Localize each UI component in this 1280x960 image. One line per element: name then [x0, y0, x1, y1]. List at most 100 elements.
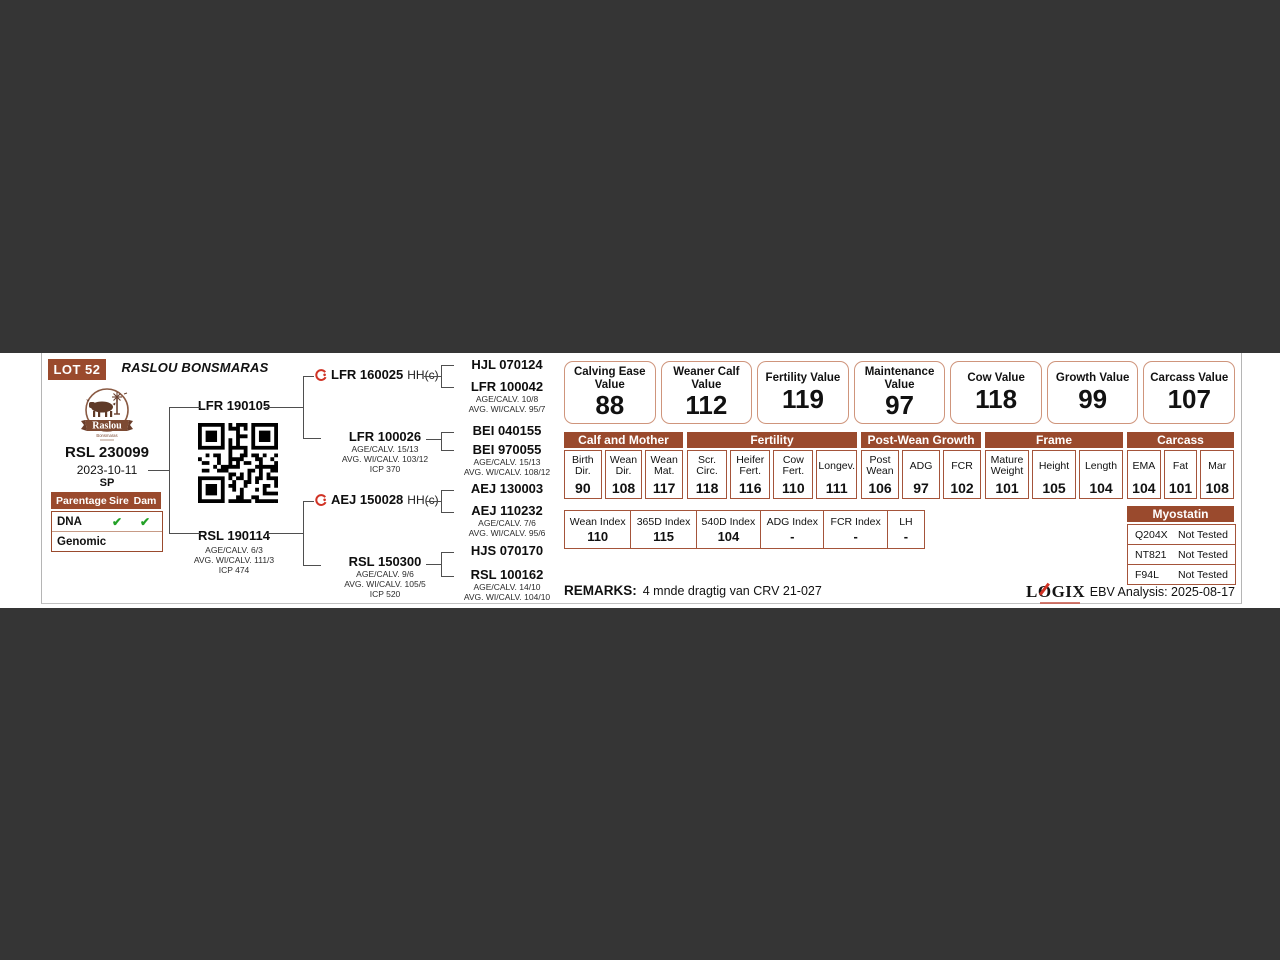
- breeding-value-row: Calving Ease Value 88 Weaner Calf Value …: [564, 361, 1236, 424]
- ebv-cell: Cow Fert. 110: [773, 450, 814, 499]
- parentage-row-genomic: Genomic: [52, 531, 162, 551]
- windmill-icon: [112, 392, 128, 402]
- ebv-cell: Height 105: [1032, 450, 1076, 499]
- myostatin-header: Myostatin: [1127, 506, 1234, 522]
- ebv-cell: Fat 101: [1163, 450, 1198, 499]
- value-box-calving-ease: Calving Ease Value 88: [564, 361, 656, 424]
- pedigree-node-gen2-0: LFR 160025 HH(c): [314, 368, 439, 382]
- pedigree-line: [441, 512, 454, 513]
- value-box-weaner-calf: Weaner Calf Value 112: [660, 361, 753, 424]
- pedigree-line: [265, 407, 303, 408]
- myostatin-row: F94L Not Tested: [1128, 564, 1235, 584]
- pedigree-line: [426, 439, 441, 440]
- pedigree-line: [303, 501, 314, 502]
- index-table: Wean Index 110 365D Index 115 540D Index 10…: [564, 510, 925, 549]
- parentage-header: Parentage Sire Dam: [51, 492, 161, 509]
- pedigree-line: [441, 552, 442, 576]
- dam-stat: AGE/CALV. 6/3: [205, 545, 263, 555]
- lot-number-badge: LOT 52: [48, 359, 106, 380]
- remarks-text: 4 mnde dragtig van CRV 21-027: [642, 584, 822, 598]
- ebv-group-carcass: Carcass EMA 104 Fat 101 Mar 108: [1127, 432, 1235, 499]
- remarks: REMARKS: 4 mnde dragtig van CRV 21-027: [564, 583, 822, 598]
- pedigree-line: [169, 407, 170, 534]
- pedigree-node-gen3-7: RSL 100162 AGE/CALV. 14/10 AVG. WI/CALV.…: [463, 567, 551, 603]
- pedigree-node-gen3-2: BEI 040155: [472, 423, 542, 438]
- parentage-header-label: Parentage: [56, 494, 107, 507]
- pedigree-line: [265, 533, 303, 534]
- parentage-row-label: DNA: [57, 515, 82, 528]
- lot-card: LOT 52 RASLOU BONSMARAS: [41, 353, 1242, 604]
- ebv-cell: Mar 108: [1200, 450, 1235, 499]
- pedigree-line: [441, 387, 454, 388]
- ebv-cell: FCR 102: [943, 450, 981, 499]
- parentage-row-label: Genomic: [57, 535, 107, 548]
- parentage-header-dam: Dam: [133, 494, 157, 507]
- dam-stat: AVG. WI/CALV. 111/3: [193, 555, 275, 565]
- check-icon: ✔: [139, 514, 151, 529]
- index-col: 365D Index 115: [630, 511, 695, 548]
- animal-code: SP: [99, 477, 115, 489]
- pedigree-line: [426, 501, 441, 502]
- ebv-cell: Wean Dir. 108: [604, 450, 643, 499]
- pedigree-line: [441, 490, 454, 491]
- myostatin-table: Q204X Not Tested NT821 Not Tested F94L Not …: [1127, 524, 1236, 585]
- pedigree-node-gen3-1: LFR 100042 AGE/CALV. 10/8 AVG. WI/CALV. …: [468, 379, 546, 415]
- ebv-cell: Length 104: [1079, 450, 1123, 499]
- ebv-table: Calf and Mother Birth Dir. 90 Wean Dir. 10…: [564, 432, 1235, 499]
- animal-birth-date: 2023-10-11: [76, 463, 138, 477]
- value-box-carcass: Carcass Value 107: [1143, 361, 1236, 424]
- pedigree-line: [303, 501, 304, 565]
- pedigree-line: [169, 407, 201, 408]
- value-box-cow: Cow Value 118: [950, 361, 1042, 424]
- index-col: FCR Index -: [823, 511, 886, 548]
- ebv-cell: Heifer Fert. 116: [730, 450, 771, 499]
- pedigree-line: [441, 490, 442, 512]
- ebv-cell: Mature Weight 101: [985, 450, 1029, 499]
- studbook-icon: [315, 493, 327, 506]
- sire-id: LFR 190105: [197, 398, 271, 413]
- pedigree-node-gen2-3: RSL 150300 AGE/CALV. 9/6 AVG. WI/CALV. 1…: [344, 554, 426, 600]
- pedigree-line: [441, 432, 454, 433]
- pedigree-node-gen3-6: HJS 070170: [470, 543, 544, 558]
- parentage-row-dna: DNA ✔ ✔: [52, 512, 162, 531]
- value-box-maintenance: Maintenance Value 97: [853, 361, 946, 424]
- qr-code: [198, 423, 278, 503]
- farm-logo: Raslou Bonsmaras: [81, 388, 133, 441]
- value-box-fertility: Fertility Value 119: [757, 361, 849, 424]
- logix-logo-caption: [1040, 602, 1080, 604]
- index-col: LH -: [886, 511, 924, 548]
- svg-text:Bonsmaras: Bonsmaras: [96, 433, 117, 438]
- parentage-table: DNA ✔ ✔ Genomic: [51, 511, 163, 552]
- ebv-cell: EMA 104: [1127, 450, 1161, 499]
- ebv-group-calf-and-mother: Calf and Mother Birth Dir. 90 Wean Dir. 10…: [564, 432, 684, 499]
- pedigree-line: [303, 565, 321, 566]
- dam-id: RSL 190114: [197, 528, 271, 543]
- pedigree-line: [441, 552, 454, 553]
- pedigree-line: [441, 365, 442, 387]
- ebv-group-fertility: Fertility Scr. Circ. 118 Heifer Fert. 116 …: [687, 432, 858, 499]
- pedigree-line: [441, 432, 442, 450]
- check-icon: ✔: [111, 514, 123, 529]
- pedigree-node-gen3-0: HJL 070124: [471, 357, 543, 372]
- studbook-icon: [315, 368, 327, 381]
- pedigree-node-gen3-5: AEJ 110232 AGE/CALV. 7/6 AVG. WI/CALV. 9…: [468, 503, 546, 539]
- cow-icon: [86, 399, 116, 417]
- pedigree-node-dam: RSL 190114 AGE/CALV. 6/3 AVG. WI/CALV. 1…: [174, 528, 294, 576]
- animal-id: RSL 230099: [65, 444, 149, 461]
- catalog-page: LOT 52 RASLOU BONSMARAS: [0, 353, 1280, 608]
- pedigree-node-sire: LFR 190105: [174, 399, 294, 413]
- myostatin-row: NT821 Not Tested: [1128, 544, 1235, 564]
- farm-title: RASLOU BONSMARAS: [121, 360, 269, 375]
- ebv-analysis-date: EBV Analysis: 2025-08-17: [1089, 585, 1235, 599]
- ebv-group-post-wean-growth: Post-Wean Growth Post Wean 106 ADG 97 FCR 1…: [861, 432, 981, 499]
- pedigree-node-gen3-4: AEJ 130003: [470, 481, 544, 496]
- value-box-growth: Growth Value 99: [1046, 361, 1139, 424]
- pedigree-line: [303, 438, 321, 439]
- pedigree-line: [148, 470, 169, 471]
- svg-text:Raslou: Raslou: [92, 421, 122, 432]
- pedigree-line: [169, 533, 201, 534]
- ebv-group-frame: Frame Mature Weight 101 Height 105 Length 1…: [985, 432, 1123, 499]
- parentage-header-sire: Sire: [108, 494, 129, 507]
- ebv-cell: Birth Dir. 90: [564, 450, 602, 499]
- dam-stat: ICP 474: [218, 565, 250, 575]
